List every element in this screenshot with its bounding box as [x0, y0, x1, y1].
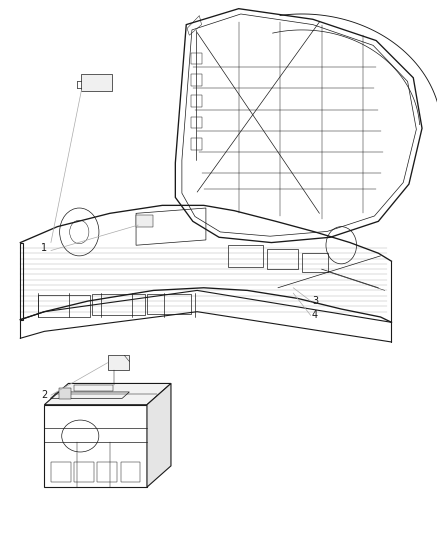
Bar: [136, 215, 152, 227]
Bar: [98, 462, 117, 482]
Bar: [81, 74, 112, 91]
Bar: [191, 95, 201, 107]
Bar: [191, 138, 201, 150]
Bar: [228, 245, 263, 266]
Bar: [147, 294, 191, 314]
Bar: [59, 387, 71, 399]
Text: 4: 4: [312, 310, 318, 320]
Polygon shape: [147, 383, 171, 487]
Bar: [92, 294, 145, 316]
Bar: [74, 462, 94, 482]
Bar: [44, 405, 147, 487]
Text: 1: 1: [41, 243, 47, 253]
Bar: [191, 53, 201, 64]
Bar: [38, 295, 90, 317]
Bar: [121, 462, 141, 482]
Bar: [51, 462, 71, 482]
Bar: [302, 253, 328, 272]
Bar: [191, 117, 201, 128]
Text: 2: 2: [41, 390, 47, 400]
Polygon shape: [175, 9, 422, 243]
Bar: [108, 356, 130, 370]
Bar: [191, 74, 201, 86]
Text: 3: 3: [312, 296, 318, 306]
Bar: [267, 249, 297, 269]
Polygon shape: [44, 383, 171, 405]
